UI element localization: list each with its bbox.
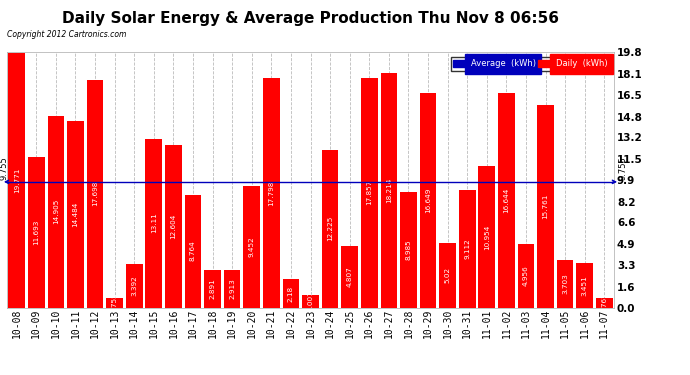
Text: 2.891: 2.891	[210, 279, 215, 299]
Text: 8.764: 8.764	[190, 241, 196, 261]
Bar	[420, 93, 436, 308]
Bar	[244, 186, 260, 308]
Text: 3.451: 3.451	[582, 275, 588, 296]
Bar	[576, 263, 593, 308]
Bar	[380, 73, 397, 308]
Bar	[165, 145, 181, 308]
Bar	[400, 192, 417, 308]
Bar	[126, 264, 143, 308]
Text: 9.755: 9.755	[618, 156, 627, 180]
Text: 17.698: 17.698	[92, 181, 98, 206]
Bar	[322, 150, 338, 308]
Bar	[596, 298, 613, 307]
Text: 3.703: 3.703	[562, 273, 568, 294]
Text: 16.649: 16.649	[425, 188, 431, 213]
Bar	[185, 195, 201, 308]
Text: 17.798: 17.798	[268, 180, 275, 206]
Bar	[342, 246, 358, 308]
Text: 2.18: 2.18	[288, 285, 294, 302]
Text: 12.225: 12.225	[327, 216, 333, 242]
Text: 3.392: 3.392	[131, 275, 137, 296]
Text: 12.604: 12.604	[170, 214, 177, 239]
Text: 19.771: 19.771	[14, 168, 20, 193]
Text: 17.857: 17.857	[366, 180, 373, 205]
Text: 9.112: 9.112	[464, 238, 470, 259]
Bar	[361, 78, 377, 308]
Bar	[302, 294, 319, 307]
Bar	[440, 243, 456, 308]
Bar	[283, 279, 299, 308]
Text: 15.761: 15.761	[542, 194, 549, 219]
Bar	[538, 105, 554, 308]
Text: 14.905: 14.905	[53, 199, 59, 224]
Text: 10.954: 10.954	[484, 224, 490, 250]
Bar	[204, 270, 221, 308]
Text: 4.956: 4.956	[523, 265, 529, 286]
Text: 16.644: 16.644	[504, 188, 509, 213]
Text: 1.007: 1.007	[308, 291, 313, 311]
Text: 5.02: 5.02	[444, 267, 451, 283]
Bar	[263, 78, 279, 308]
Text: 9.452: 9.452	[248, 236, 255, 257]
Bar	[87, 80, 104, 308]
Bar	[8, 53, 25, 307]
Text: 18.214: 18.214	[386, 177, 392, 203]
Text: 9.755: 9.755	[0, 156, 8, 180]
Bar	[224, 270, 241, 308]
Bar	[146, 139, 162, 308]
Bar	[498, 93, 515, 308]
Text: 14.484: 14.484	[72, 201, 79, 227]
Text: 8.985: 8.985	[406, 239, 411, 260]
Bar	[67, 121, 83, 308]
Text: 11.693: 11.693	[33, 219, 39, 245]
Bar	[48, 116, 64, 308]
Bar	[106, 298, 123, 307]
Text: Copyright 2012 Cartronics.com: Copyright 2012 Cartronics.com	[7, 30, 126, 39]
Text: 13.11: 13.11	[151, 213, 157, 234]
Bar	[28, 157, 45, 308]
Bar	[518, 244, 534, 308]
Text: 4.807: 4.807	[346, 266, 353, 287]
Text: Daily Solar Energy & Average Production Thu Nov 8 06:56: Daily Solar Energy & Average Production …	[62, 11, 559, 26]
Text: 2.913: 2.913	[229, 278, 235, 299]
Bar	[459, 190, 475, 308]
Bar	[557, 260, 573, 308]
Bar	[478, 166, 495, 308]
Text: 0.755: 0.755	[112, 292, 117, 313]
Legend: Average  (kWh), Daily  (kWh): Average (kWh), Daily (kWh)	[451, 57, 610, 70]
Text: 0.767: 0.767	[601, 292, 607, 313]
